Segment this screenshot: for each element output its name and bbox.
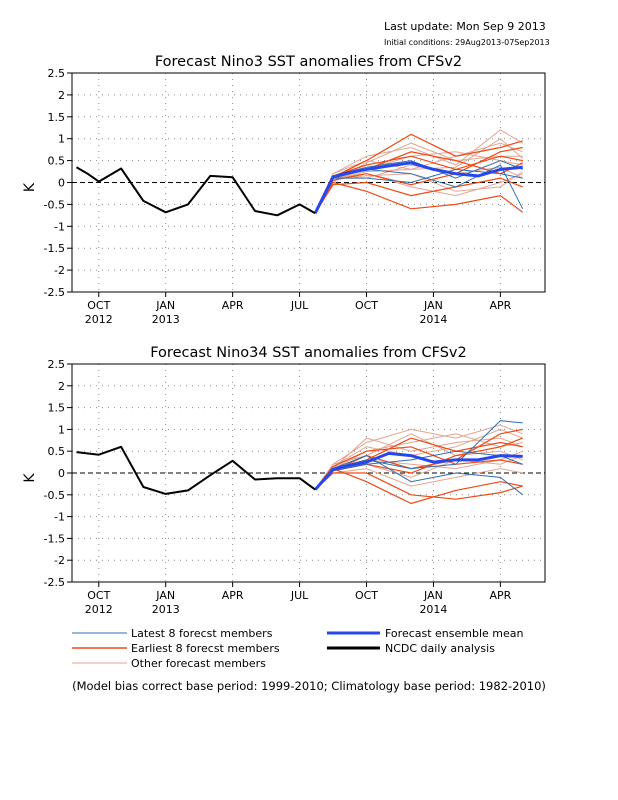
- nino3-chart: Forecast Nino3 SST anomalies from CFSv2 2…: [22, 54, 546, 326]
- x-tick-label: APR: [222, 299, 244, 312]
- x-tick-year-label: 2012: [85, 313, 113, 326]
- footnote-text: (Model bias correct base period: 1999-20…: [72, 679, 546, 693]
- y-tick-label: 1.5: [48, 111, 66, 124]
- x-tick-label: OCT: [87, 589, 110, 602]
- series-ncdc-analysis: [75, 166, 316, 217]
- y-tick-label: -1: [54, 511, 65, 524]
- x-tick-label: APR: [489, 299, 511, 312]
- y-tick-label: -1.5: [44, 532, 65, 545]
- y-tick-label: 2: [58, 380, 65, 393]
- x-tick-year-label: 2012: [85, 603, 113, 616]
- y-tick-label: -2: [54, 264, 65, 277]
- x-tick-label: OCT: [355, 299, 378, 312]
- y-tick-label: -0.5: [44, 198, 65, 211]
- x-tick-label: APR: [489, 589, 511, 602]
- plot-frame: [71, 72, 546, 293]
- plot-frame: [71, 363, 546, 583]
- series-other-member: [314, 138, 524, 214]
- x-tick-year-label: 2013: [152, 313, 180, 326]
- y-tick-label: 1: [58, 133, 65, 146]
- series-other-member: [314, 468, 523, 490]
- legend-label-latest: Latest 8 forecst members: [131, 627, 273, 640]
- y-tick-label: 2.5: [48, 67, 66, 80]
- y-tick-label: -2.5: [44, 576, 65, 589]
- y-tick-label: 1.5: [48, 402, 66, 415]
- x-tick-label: OCT: [355, 589, 378, 602]
- x-tick-label: JAN: [155, 589, 175, 602]
- x-tick-label: JUL: [290, 299, 309, 312]
- x-tick-year-label: 2014: [419, 603, 447, 616]
- x-tick-label: OCT: [87, 299, 110, 312]
- x-tick-label: JAN: [155, 299, 175, 312]
- y-tick-label: -1.5: [44, 242, 65, 255]
- y-axis-label: K: [22, 473, 38, 483]
- y-tick-label: -2.5: [44, 286, 65, 299]
- legend-label-earliest: Earliest 8 forecst members: [131, 642, 280, 655]
- series-earliest-member: [314, 446, 523, 490]
- y-axis-label: K: [22, 182, 38, 192]
- y-tick-label: 0.5: [48, 155, 66, 168]
- legend-label-other: Other forecast members: [131, 657, 266, 670]
- y-tick-label: 2: [58, 89, 65, 102]
- y-tick-label: 1: [58, 423, 65, 436]
- y-tick-label: 2.5: [48, 358, 66, 371]
- initial-conditions-text: Initial conditions: 29Aug2013-07Sep2013: [384, 38, 550, 47]
- legend-label-ncdc: NCDC daily analysis: [385, 642, 495, 655]
- y-tick-label: 0: [58, 177, 65, 190]
- nino34-chart: Forecast Nino34 SST anomalies from CFSv2…: [22, 345, 546, 616]
- chart-legend: Latest 8 forecst members Earliest 8 fore…: [72, 627, 524, 670]
- x-tick-label: JAN: [423, 299, 443, 312]
- series-earliest-member: [314, 181, 524, 214]
- series-ncdc-analysis: [76, 445, 316, 495]
- last-update-text: Last update: Mon Sep 9 2013: [384, 20, 546, 33]
- series-ensemble-mean: [313, 161, 523, 214]
- chart-title: Forecast Nino34 SST anomalies from CFSv2: [150, 345, 467, 361]
- x-tick-label: JUL: [290, 589, 309, 602]
- y-tick-label: -0.5: [44, 489, 65, 502]
- y-tick-label: 0: [58, 467, 65, 480]
- x-tick-year-label: 2014: [419, 313, 447, 326]
- legend-label-mean: Forecast ensemble mean: [385, 627, 524, 640]
- series-ensemble-mean: [314, 451, 523, 491]
- x-tick-label: JAN: [423, 589, 443, 602]
- series-earliest-member: [314, 472, 523, 500]
- y-tick-label: 0.5: [48, 445, 66, 458]
- series-other-member: [314, 433, 523, 490]
- x-tick-label: APR: [222, 589, 244, 602]
- chart-title: Forecast Nino3 SST anomalies from CFSv2: [155, 54, 462, 70]
- y-tick-label: -2: [54, 554, 65, 567]
- x-tick-year-label: 2013: [152, 603, 180, 616]
- y-tick-label: -1: [54, 220, 65, 233]
- series-earliest-member: [314, 177, 523, 214]
